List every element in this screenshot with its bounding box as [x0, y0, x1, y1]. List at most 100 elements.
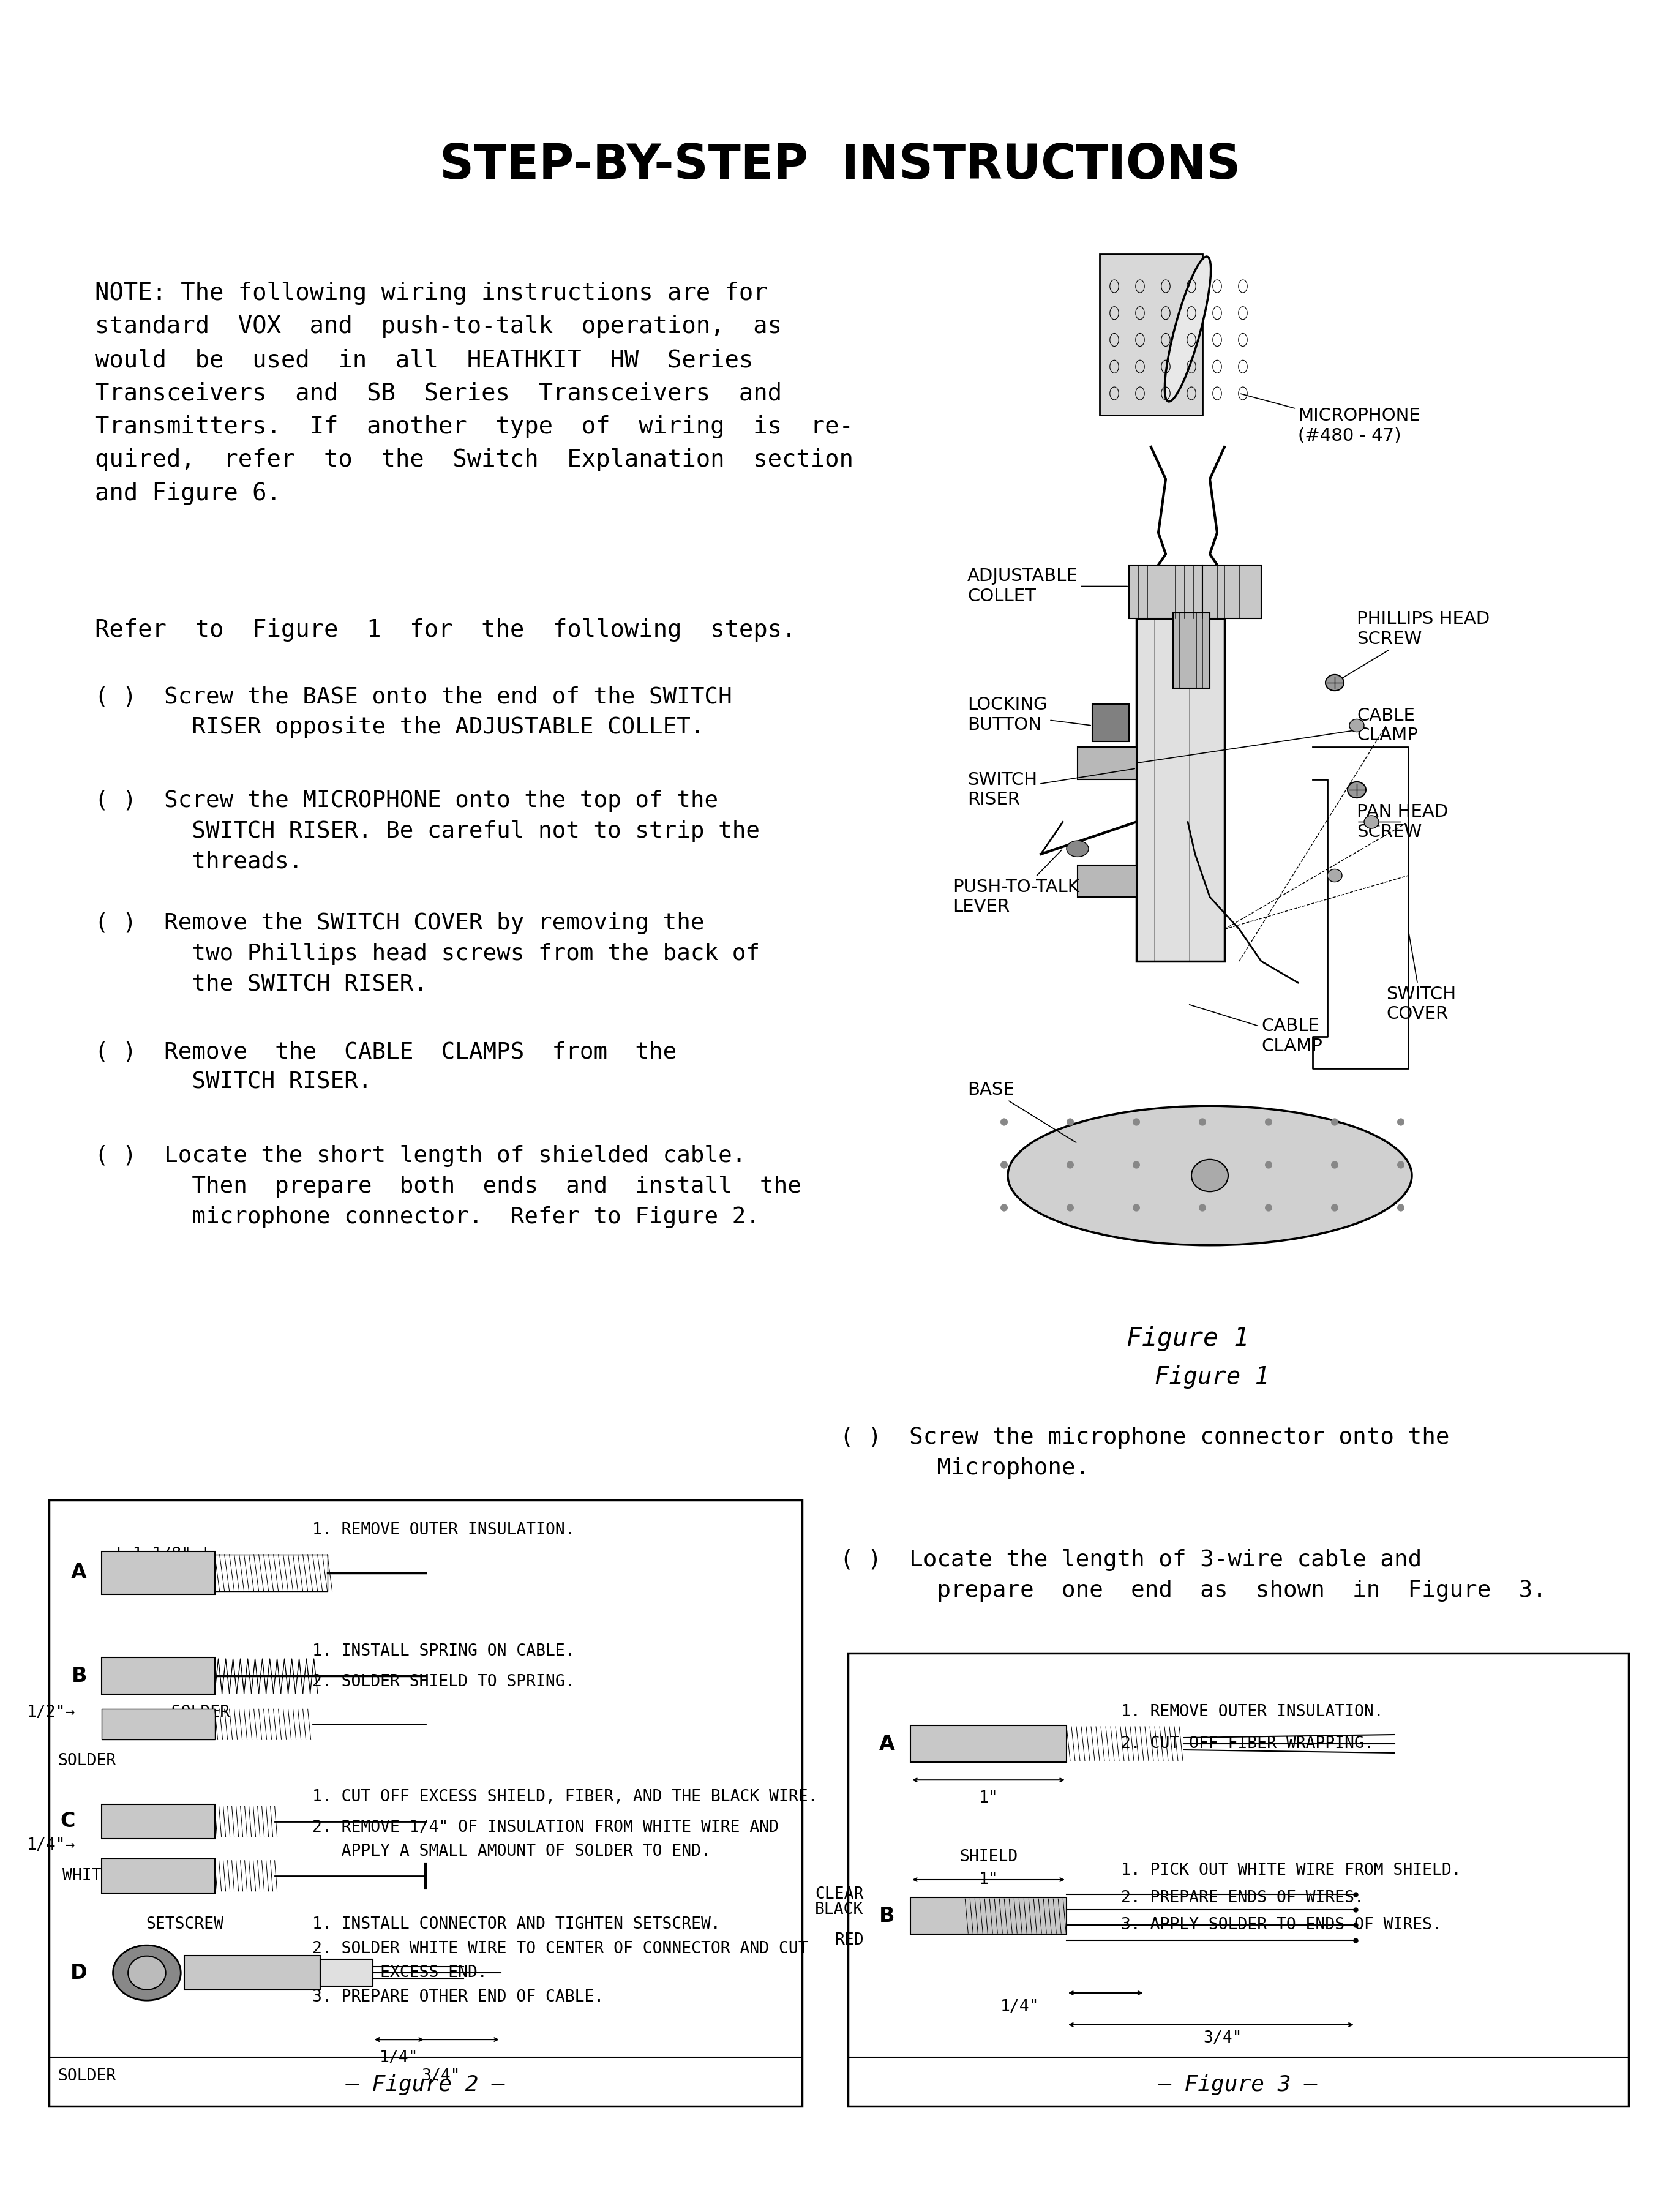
Bar: [49, 1500, 801, 2107]
Text: SOLDER: SOLDER: [57, 1754, 116, 1769]
Text: ( )  Screw the MICROPHONE onto the top of the
       SWITCH RISER. Be careful no: ( ) Screw the MICROPHONE onto the top of…: [94, 790, 759, 874]
Bar: [1100, 254, 1203, 415]
Ellipse shape: [1200, 1160, 1206, 1169]
Text: 3/4": 3/4": [422, 2067, 460, 2085]
Text: BASE: BASE: [968, 1081, 1077, 1143]
Bar: [1077, 865, 1136, 898]
Bar: [102, 1860, 215, 1893]
Text: SOLDER: SOLDER: [57, 2067, 116, 2085]
Ellipse shape: [1132, 1118, 1141, 1125]
Text: D: D: [71, 1963, 87, 1983]
Text: Refer  to  Figure  1  for  the  following  steps.: Refer to Figure 1 for the following step…: [94, 618, 796, 642]
Bar: [102, 1710, 215, 1741]
Ellipse shape: [113, 1946, 181, 2001]
Ellipse shape: [1347, 781, 1366, 799]
Bar: [185, 1957, 321, 1990]
Ellipse shape: [1191, 1160, 1228, 1191]
Text: 1/4": 1/4": [1000, 1999, 1040, 2014]
Ellipse shape: [1008, 1105, 1411, 1244]
Text: 1. REMOVE OUTER INSULATION.: 1. REMOVE OUTER INSULATION.: [1121, 1703, 1384, 1721]
Text: APPLY A SMALL AMOUNT OF SOLDER TO END.: APPLY A SMALL AMOUNT OF SOLDER TO END.: [312, 1844, 711, 1860]
Text: 3/4": 3/4": [1203, 2030, 1242, 2047]
Ellipse shape: [1164, 256, 1211, 401]
Text: ( )  Screw the BASE onto the end of the SWITCH
       RISER opposite the ADJUSTA: ( ) Screw the BASE onto the end of the S…: [94, 686, 732, 739]
Text: PAN HEAD
SCREW: PAN HEAD SCREW: [1357, 803, 1448, 840]
Text: 3. APPLY SOLDER TO ENDS OF WIRES.: 3. APPLY SOLDER TO ENDS OF WIRES.: [1121, 1917, 1441, 1932]
Ellipse shape: [1398, 1118, 1404, 1125]
Ellipse shape: [1200, 1204, 1206, 1211]
Text: SETSCREW: SETSCREW: [146, 1917, 223, 1932]
Bar: [215, 1555, 328, 1591]
Ellipse shape: [1331, 1204, 1339, 1211]
Ellipse shape: [1132, 1160, 1141, 1169]
Bar: [1129, 565, 1203, 618]
Text: 1/2"→: 1/2"→: [27, 1705, 76, 1721]
Text: A: A: [71, 1562, 87, 1584]
Text: 2. REMOVE 1/4" OF INSULATION FROM WHITE WIRE AND: 2. REMOVE 1/4" OF INSULATION FROM WHITE …: [312, 1820, 780, 1835]
Text: CLEAR: CLEAR: [815, 1886, 864, 1902]
Text: BLACK: BLACK: [815, 1902, 864, 1917]
Bar: [1136, 618, 1225, 962]
Bar: [848, 1652, 1628, 2107]
Text: ( )  Locate the short length of shielded cable.
       Then  prepare  both  ends: ( ) Locate the short length of shielded …: [94, 1145, 801, 1229]
Ellipse shape: [1364, 816, 1379, 829]
Ellipse shape: [1349, 719, 1364, 732]
Ellipse shape: [1398, 1204, 1404, 1211]
Ellipse shape: [1398, 1160, 1404, 1169]
Text: 3. PREPARE OTHER END OF CABLE.: 3. PREPARE OTHER END OF CABLE.: [312, 1990, 605, 2005]
Ellipse shape: [128, 1957, 166, 1990]
Bar: [102, 1551, 215, 1595]
Text: 1. PICK OUT WHITE WIRE FROM SHIELD.: 1. PICK OUT WHITE WIRE FROM SHIELD.: [1121, 1862, 1462, 1880]
Ellipse shape: [1265, 1118, 1272, 1125]
Text: 1. REMOVE OUTER INSULATION.: 1. REMOVE OUTER INSULATION.: [312, 1522, 575, 1538]
Text: PUSH-TO-TALK
LEVER: PUSH-TO-TALK LEVER: [953, 849, 1079, 915]
Text: Figure 1: Figure 1: [1127, 1326, 1248, 1352]
Bar: [911, 1897, 1067, 1935]
Text: — Figure 2 —: — Figure 2 —: [346, 2074, 506, 2096]
Bar: [102, 1657, 215, 1694]
Text: ( )  Remove the SWITCH COVER by removing the
       two Phillips head screws fro: ( ) Remove the SWITCH COVER by removing …: [94, 913, 759, 995]
Text: ADJUSTABLE
COLLET: ADJUSTABLE COLLET: [968, 567, 1127, 604]
Text: 1": 1": [979, 1789, 998, 1807]
Text: 1. INSTALL CONNECTOR AND TIGHTEN SETSCREW.: 1. INSTALL CONNECTOR AND TIGHTEN SETSCRE…: [312, 1917, 721, 1932]
Ellipse shape: [1331, 1118, 1339, 1125]
Text: SWITCH
COVER: SWITCH COVER: [1386, 931, 1457, 1024]
Ellipse shape: [1067, 1204, 1074, 1211]
Text: SHIELD: SHIELD: [959, 1849, 1018, 1864]
Text: C: C: [60, 1811, 76, 1831]
Text: 1/4"→: 1/4"→: [27, 1838, 76, 1853]
Ellipse shape: [1132, 1204, 1141, 1211]
Text: PHILLIPS HEAD
SCREW: PHILLIPS HEAD SCREW: [1336, 611, 1490, 682]
Ellipse shape: [1000, 1160, 1008, 1169]
Ellipse shape: [1265, 1204, 1272, 1211]
Text: 1. CUT OFF EXCESS SHIELD, FIBER, AND THE BLACK WIRE.: 1. CUT OFF EXCESS SHIELD, FIBER, AND THE…: [312, 1789, 818, 1805]
Text: |←1-1/8"→|: |←1-1/8"→|: [113, 1546, 210, 1562]
Text: ( )  Remove  the  CABLE  CLAMPS  from  the
       SWITCH RISER.: ( ) Remove the CABLE CLAMPS from the SWI…: [94, 1041, 677, 1094]
Text: A: A: [879, 1734, 895, 1754]
Text: MICROPHONE
(#480 - 47): MICROPHONE (#480 - 47): [1242, 395, 1420, 443]
Text: CABLE
CLAMP: CABLE CLAMP: [1189, 1004, 1322, 1054]
Text: WHITE: WHITE: [62, 1868, 111, 1884]
Ellipse shape: [1000, 1204, 1008, 1211]
Text: ←SOLDER: ←SOLDER: [161, 1705, 230, 1721]
Ellipse shape: [1067, 840, 1089, 856]
Text: 1": 1": [979, 1871, 998, 1888]
Text: CABLE
CLAMP: CABLE CLAMP: [1137, 708, 1418, 763]
Text: 1/4": 1/4": [380, 2049, 418, 2065]
Text: ( )  Locate the length of 3-wire cable and
       prepare  one  end  as  shown  : ( ) Locate the length of 3-wire cable an…: [840, 1549, 1547, 1602]
Ellipse shape: [1067, 1160, 1074, 1169]
Bar: [102, 1805, 215, 1838]
Ellipse shape: [1067, 1118, 1074, 1125]
Text: 2. CUT OFF FIBER WRAPPING.: 2. CUT OFF FIBER WRAPPING.: [1121, 1736, 1374, 1752]
Text: ( )  Screw the microphone connector onto the
       Microphone.: ( ) Screw the microphone connector onto …: [840, 1427, 1450, 1480]
Ellipse shape: [1000, 1118, 1008, 1125]
Ellipse shape: [1331, 1160, 1339, 1169]
Text: 1. INSTALL SPRING ON CABLE.: 1. INSTALL SPRING ON CABLE.: [312, 1643, 575, 1659]
Bar: [321, 1959, 373, 1985]
Bar: [1092, 704, 1129, 741]
Text: OFF EXCESS END.: OFF EXCESS END.: [312, 1966, 487, 1981]
Text: NOTE: The following wiring instructions are for
standard  VOX  and  push-to-talk: NOTE: The following wiring instructions …: [94, 282, 853, 505]
Ellipse shape: [1265, 1160, 1272, 1169]
Bar: [1077, 748, 1136, 779]
Bar: [911, 1725, 1067, 1763]
